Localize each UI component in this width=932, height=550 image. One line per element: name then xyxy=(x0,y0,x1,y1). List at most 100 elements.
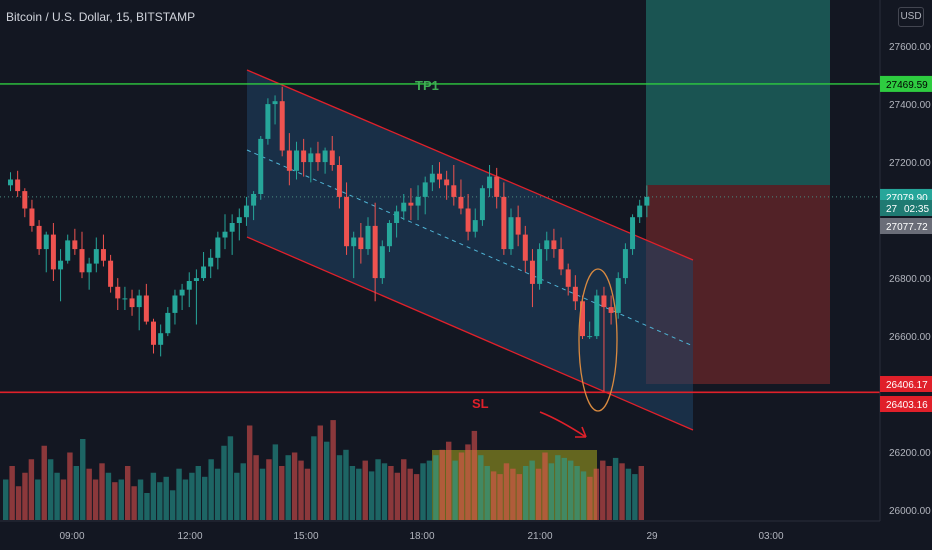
candle-body xyxy=(172,295,178,313)
candle-body xyxy=(93,249,99,264)
currency-button[interactable]: USD xyxy=(898,7,924,27)
candle-body xyxy=(229,223,235,232)
volume-bar xyxy=(259,468,266,520)
volume-bar xyxy=(587,476,593,520)
candle-body xyxy=(258,138,264,194)
volume-bar xyxy=(80,439,86,520)
volume-bar xyxy=(600,460,606,520)
volume-bar xyxy=(465,444,471,520)
candle-body xyxy=(158,333,164,345)
candle-body xyxy=(208,257,214,267)
time-axis[interactable] xyxy=(0,521,880,550)
candle-body xyxy=(179,289,185,296)
volume-bar xyxy=(137,479,144,520)
volume-bar xyxy=(529,460,535,520)
candle-body xyxy=(301,150,307,163)
candle-body xyxy=(251,194,257,206)
volume-bar xyxy=(131,486,137,520)
countdown-tag: 02:35 xyxy=(904,204,929,215)
candle-body xyxy=(608,307,614,313)
candle-body xyxy=(451,185,457,197)
volume-bar xyxy=(246,425,253,520)
arrow-annotation xyxy=(539,411,587,438)
candle-body xyxy=(587,336,593,338)
channel-upper-line[interactable] xyxy=(246,69,694,261)
sl-price-tag-upper-bg xyxy=(880,376,932,392)
volume-bar xyxy=(478,455,484,520)
candle-body xyxy=(572,286,578,302)
current-price-tag: 27079.90 xyxy=(886,193,928,204)
volume-bar xyxy=(291,452,298,520)
candle-body xyxy=(379,246,385,279)
candle-body xyxy=(551,240,557,250)
volume-bar xyxy=(99,463,105,520)
volume-bar xyxy=(420,463,426,520)
candle-body xyxy=(429,173,435,183)
volume-bar xyxy=(9,466,15,520)
candle-body xyxy=(15,179,21,192)
candle-body xyxy=(79,249,85,273)
candle-body xyxy=(487,176,493,189)
candle-body xyxy=(29,208,35,226)
candle-body xyxy=(479,188,485,221)
volume-bar xyxy=(169,490,176,520)
y-tick-label: 26200.00 xyxy=(889,448,931,459)
target-zone xyxy=(646,0,830,185)
candle-body xyxy=(215,237,221,258)
volume-bar xyxy=(542,452,548,520)
volume-bar xyxy=(240,463,246,520)
volume-bar xyxy=(471,430,478,520)
volume-bar xyxy=(330,420,336,520)
candle-body xyxy=(601,295,607,308)
candle-body xyxy=(279,101,285,151)
candle-body xyxy=(143,295,149,322)
volume-bar xyxy=(324,441,330,520)
volume-bar xyxy=(548,463,555,520)
volume-bar xyxy=(356,468,362,520)
candle-body xyxy=(372,225,378,279)
volume-bar xyxy=(381,463,388,520)
volume-bar xyxy=(189,472,195,520)
x-tick-label: 21:00 xyxy=(527,531,552,542)
volume-bar xyxy=(535,468,542,520)
volume-bar xyxy=(41,445,47,520)
candle-body xyxy=(415,196,421,206)
volume-bar xyxy=(503,463,510,520)
volume-bar xyxy=(272,444,279,520)
channel-lower-line[interactable] xyxy=(246,236,694,431)
volume-bar xyxy=(510,468,516,520)
volume-bar xyxy=(28,459,35,520)
volume-bar xyxy=(157,482,163,520)
tp-annotation: TP1 xyxy=(415,78,439,93)
volume-bar xyxy=(336,455,343,520)
candle-body xyxy=(458,196,464,209)
y-tick-label: 26600.00 xyxy=(889,332,931,343)
x-tick-label: 03:00 xyxy=(758,531,783,542)
candle-body xyxy=(100,249,106,261)
volume-bar xyxy=(35,479,41,520)
volume-bar xyxy=(567,460,574,520)
volume-bar xyxy=(202,476,208,520)
candle-body xyxy=(508,217,514,250)
volume-bar xyxy=(304,468,311,520)
volume-bar xyxy=(426,460,433,520)
candle-body xyxy=(336,165,342,197)
candle-body xyxy=(408,202,414,206)
candle-body xyxy=(222,231,228,238)
volume-bar xyxy=(433,455,439,520)
candle-body xyxy=(65,240,71,261)
volume-bar xyxy=(144,493,150,520)
channel-midline[interactable] xyxy=(246,149,694,347)
volume-bar xyxy=(176,468,182,520)
volume-bar xyxy=(445,441,452,520)
candle-body xyxy=(294,150,299,171)
volume-bar xyxy=(632,474,638,520)
volume-bar xyxy=(266,459,272,520)
candle-body xyxy=(186,281,192,290)
symbol-title: Bitcoin / U.S. Dollar, 15, BITSTAMP xyxy=(6,10,196,24)
candle-body xyxy=(394,211,400,223)
candle-body xyxy=(265,104,271,139)
candle-body xyxy=(644,196,650,206)
